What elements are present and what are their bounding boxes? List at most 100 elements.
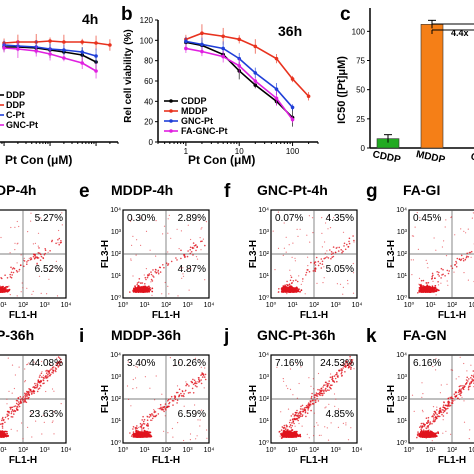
event-dot [464,259,466,261]
event-dot [14,249,16,251]
scatter-cloud [0,212,63,297]
event-dot [193,379,196,382]
event-dot [141,419,143,421]
x-tick-label: 10⁴ [61,302,72,309]
event-dot [49,374,51,377]
quadrant-ur-pct: 4.35% [326,213,354,224]
event-dot [48,372,50,375]
event-dot [150,278,153,281]
y-tick-label: 10³ [259,374,270,381]
event-dot [317,264,320,267]
event-dot [138,285,140,288]
event-dot [425,259,427,261]
event-dot [25,401,28,404]
event-dot [130,435,133,437]
event-dot [161,393,163,395]
event-dot [198,380,201,383]
event-dot [6,277,9,279]
event-dot [307,256,309,258]
event-dot [205,221,207,223]
event-dot [34,386,36,389]
event-dot [290,274,292,277]
event-dot [469,252,471,254]
event-dot [435,249,437,251]
event-dot [131,433,134,436]
event-dot [418,277,421,279]
event-dot [140,244,142,246]
event-dot [432,280,434,282]
event-dot [3,433,6,435]
y-tick-label: 10¹ [111,418,122,425]
event-dot [321,246,323,248]
event-dot [204,244,206,247]
legend-marker [169,99,173,103]
event-dot [289,269,291,271]
event-dot [310,409,312,412]
event-dot [288,286,291,288]
event-dot [41,376,43,378]
event-dot [308,215,310,217]
event-dot [454,264,457,266]
event-dot [307,265,309,267]
event-dot [14,226,16,228]
event-dot [11,416,14,418]
event-dot [132,290,135,293]
event-dot [330,257,332,260]
event-dot [61,224,63,226]
panel-letter-f: f [224,181,231,202]
event-dot [294,260,296,262]
event-dot [154,271,156,273]
flow-panel-d: DP-4h10⁰10¹10²10³10⁴FL1-H5.27%6.52% [0,182,71,321]
event-dot [438,275,441,277]
event-dot [437,281,439,283]
event-dot [162,264,164,266]
x-tick-label: 10³ [182,447,193,454]
event-dot [284,284,286,287]
event-dot [178,388,181,391]
data-point [253,44,258,49]
event-dot [195,249,197,252]
panel-a-xlabel: Pt Con (μM) [5,153,72,167]
event-dot [421,288,424,291]
event-dot [18,225,20,228]
data-point [80,50,85,54]
event-dot [348,240,350,243]
event-dot [167,285,169,287]
x-tick-label: 10² [18,302,29,309]
event-dot [310,261,312,264]
event-dot [37,245,39,247]
x-tick-label: 10⁴ [61,447,72,454]
event-dot [38,275,41,277]
event-dot [204,378,207,381]
event-dot [58,243,60,246]
event-dot [46,379,49,382]
event-dot [37,232,40,234]
event-dot [143,426,145,429]
event-dot [189,391,191,394]
event-dot [32,243,35,245]
event-dot [468,252,470,254]
legend-label: GNC-Pt [6,120,38,130]
event-dot [20,291,22,293]
event-dot [315,256,318,259]
event-dot [34,256,37,259]
event-dot [52,420,54,422]
event-dot [36,257,39,259]
y-tick-label: 10¹ [259,418,270,425]
event-dot [311,217,314,219]
event-dot [451,267,454,270]
event-dot [61,212,63,214]
event-dot [9,273,11,276]
event-dot [4,416,7,419]
event-dot [10,276,13,279]
event-dot [191,387,194,390]
event-dot [294,257,296,259]
event-dot [30,220,32,222]
data-point [290,77,295,81]
event-dot [277,247,280,249]
y-tick-label: 10³ [397,229,408,236]
event-dot [136,387,138,389]
x-tick-label: 10² [161,447,172,454]
event-dot [4,434,7,437]
